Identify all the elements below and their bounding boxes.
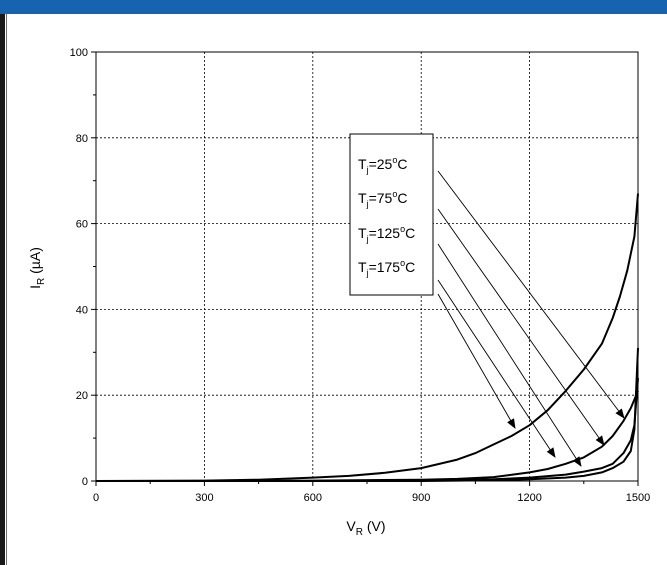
legend-entry-prefix: T: [358, 190, 367, 206]
y-axis-label-sub: R: [36, 278, 47, 285]
title-bar: [0, 0, 667, 14]
legend-entry-sub: j: [366, 199, 369, 209]
legend-entry-4: Tj=175oC: [358, 258, 415, 278]
legend-entry-suffix: C: [397, 190, 407, 206]
axis-ticks: 0 300 600 900 1200 1500 0 20 40 60 80 100: [70, 47, 651, 504]
legend-entry-sub: j: [366, 234, 369, 244]
legend-arrow-3: [437, 243, 582, 467]
window-left-border: [0, 14, 5, 565]
legend-arrow-2: [437, 208, 605, 446]
legend-arrow-4: [437, 279, 556, 458]
legend-entry-sup: o: [400, 224, 405, 234]
x-tick-label: 600: [304, 492, 322, 504]
series-line-1: [96, 347, 639, 482]
legend-entry-1: Tj=25oC: [358, 155, 407, 175]
y-axis-label-main: I: [27, 285, 43, 289]
legend-arrow-5: [437, 293, 516, 429]
legend-entry-mid: =125: [369, 225, 401, 241]
x-tick-label: 0: [93, 492, 99, 504]
grid: [96, 52, 638, 481]
y-tick-label: 20: [76, 390, 88, 402]
y-tick-label: 40: [76, 304, 88, 316]
legend-arrow-1: [437, 170, 625, 419]
series-line-3: [96, 390, 639, 482]
legend-entry-prefix: T: [358, 156, 367, 172]
x-axis-label-main: V: [346, 518, 356, 534]
legend-entry-sup: o: [392, 155, 397, 165]
x-axis-label-sub: R: [356, 527, 363, 538]
x-tick-label: 1500: [626, 492, 650, 504]
y-tick-label: 60: [76, 219, 88, 231]
legend-entry-sub: j: [366, 268, 369, 278]
y-axis-label-unit: (µA): [27, 247, 43, 278]
legend-entry-sup: o: [400, 258, 405, 268]
legend-arrows: [437, 170, 625, 467]
legend-entry-2: Tj=75oC: [358, 189, 407, 209]
legend-entry-3: Tj=125oC: [358, 224, 415, 244]
window-left-border-inner: [6, 14, 7, 565]
legend-entry-mid: =175: [369, 259, 401, 275]
y-tick-label: 100: [70, 47, 88, 59]
legend-entry-suffix: C: [405, 225, 415, 241]
legend-entry-mid: =25: [369, 156, 393, 172]
y-axis-label: IR (µA): [27, 247, 47, 289]
legend-entry-prefix: T: [358, 259, 367, 275]
legend-entry-mid: =75: [369, 190, 393, 206]
y-tick-label: 0: [82, 476, 88, 488]
x-axis-label-unit: (V): [363, 518, 386, 534]
x-tick-label: 1200: [517, 492, 541, 504]
legend-entry-prefix: T: [358, 225, 367, 241]
series-group: [95, 193, 639, 482]
legend-entry-sub: j: [366, 165, 369, 175]
legend-entry-sup: o: [392, 189, 397, 199]
x-tick-label: 300: [195, 492, 213, 504]
legend-entry-suffix: C: [405, 259, 415, 275]
series-line-4: [95, 193, 639, 482]
x-axis-label: VR (V): [346, 518, 385, 538]
y-tick-label: 80: [76, 133, 88, 145]
legend-entry-suffix: C: [397, 156, 407, 172]
legend-box: [349, 133, 434, 296]
x-tick-label: 900: [412, 492, 430, 504]
